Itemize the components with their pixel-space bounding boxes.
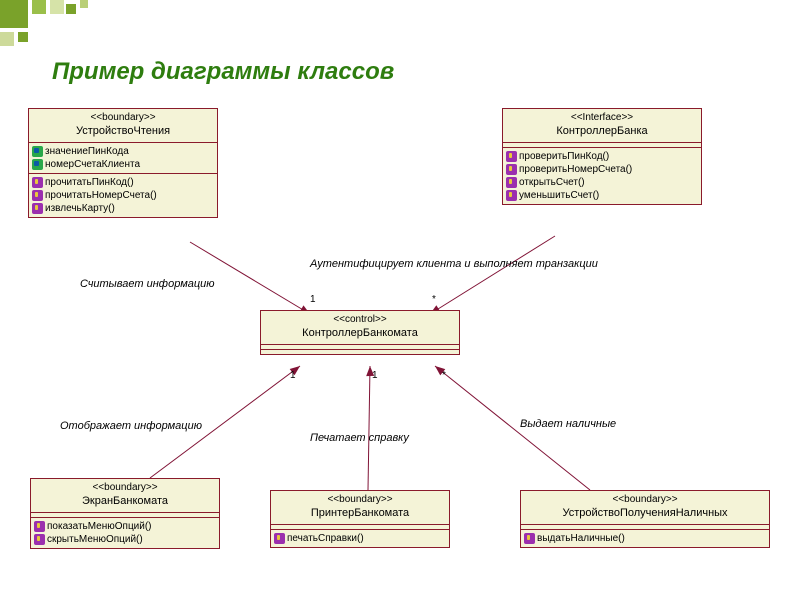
operation-row: выдатьНаличные() <box>524 532 766 545</box>
operation-row: открытьСчет() <box>506 176 698 189</box>
operation-label: проверитьПинКод() <box>519 151 609 162</box>
class-printer: <<boundary>>ПринтерБанкомата печатьСправк… <box>270 490 450 548</box>
operation-icon <box>506 190 517 201</box>
association-label: Печатает справку <box>310 432 409 444</box>
operation-row: прочитатьНомерСчета() <box>32 189 214 202</box>
decor-square <box>0 32 14 46</box>
association-label: Аутентифицирует клиента и выполняет тран… <box>310 258 598 270</box>
attribute-label: значениеПинКода <box>45 146 129 157</box>
operation-label: выдатьНаличные() <box>537 533 625 544</box>
stereotype-label: <<Interface>> <box>507 112 697 125</box>
class-reader: <<boundary>>УстройствоЧтениязначениеПинК… <box>28 108 218 218</box>
class-header: <<boundary>>ЭкранБанкомата <box>31 479 219 513</box>
association-label: Выдает наличные <box>520 418 616 430</box>
association-line <box>430 236 555 314</box>
operation-icon <box>32 203 43 214</box>
class-screen: <<boundary>>ЭкранБанкомата показатьМенюОп… <box>30 478 220 549</box>
operation-icon <box>506 177 517 188</box>
operation-icon <box>506 164 517 175</box>
stereotype-label: <<boundary>> <box>525 494 765 507</box>
class-name: УстройствоПолученияНаличных <box>525 507 765 521</box>
stereotype-label: <<boundary>> <box>33 112 213 125</box>
operation-label: уменьшитьСчет() <box>519 190 599 201</box>
decor-square <box>18 32 28 42</box>
operation-icon <box>274 533 285 544</box>
operation-row: прочитатьПинКод() <box>32 176 214 189</box>
operation-icon <box>524 533 535 544</box>
operations-section: проверитьПинКод() проверитьНомерСчета() от… <box>503 148 701 204</box>
operations-section: печатьСправки() <box>271 530 449 547</box>
attribute-icon <box>32 146 43 157</box>
operation-label: прочитатьНомерСчета() <box>45 190 157 201</box>
operation-label: проверитьНомерСчета() <box>519 164 632 175</box>
multiplicity-label: * <box>432 294 436 305</box>
operation-label: извлечьКарту() <box>45 203 115 214</box>
class-header: <<boundary>>УстройствоЧтения <box>29 109 217 143</box>
operation-row: скрытьМенюОпций() <box>34 533 216 546</box>
association-line <box>368 366 370 490</box>
class-header: <<control>>КонтроллерБанкомата <box>261 311 459 345</box>
operation-label: скрытьМенюОпций() <box>47 534 143 545</box>
decor-square <box>50 0 64 14</box>
association-label: Отображает информацию <box>60 420 202 432</box>
operation-row: показатьМенюОпций() <box>34 520 216 533</box>
attribute-icon <box>32 159 43 170</box>
decor-square <box>66 4 76 14</box>
attribute-row: номерСчетаКлиента <box>32 158 214 171</box>
class-name: КонтроллерБанкомата <box>265 327 455 341</box>
multiplicity-label: * <box>442 370 446 381</box>
class-header: <<Interface>>КонтроллерБанка <box>503 109 701 143</box>
operation-row: проверитьНомерСчета() <box>506 163 698 176</box>
multiplicity-label: 1 <box>310 294 316 305</box>
operation-icon <box>34 534 45 545</box>
page-title: Пример диаграммы классов <box>52 58 394 86</box>
operation-label: печатьСправки() <box>287 533 364 544</box>
operation-icon <box>506 151 517 162</box>
multiplicity-label: 1 <box>290 370 296 381</box>
operation-row: извлечьКарту() <box>32 202 214 215</box>
operations-section <box>261 350 459 354</box>
operation-row: печатьСправки() <box>274 532 446 545</box>
class-name: КонтроллерБанка <box>507 125 697 139</box>
class-name: УстройствоЧтения <box>33 125 213 139</box>
operation-icon <box>32 177 43 188</box>
attributes-section: значениеПинКода номерСчетаКлиента <box>29 143 217 174</box>
operation-icon <box>32 190 43 201</box>
operation-row: проверитьПинКод() <box>506 150 698 163</box>
attribute-label: номерСчетаКлиента <box>45 159 140 170</box>
association-label: Считывает информацию <box>80 278 215 290</box>
operations-section: показатьМенюОпций() скрытьМенюОпций() <box>31 518 219 548</box>
operation-label: прочитатьПинКод() <box>45 177 134 188</box>
decor-square <box>80 0 88 8</box>
operation-row: уменьшитьСчет() <box>506 189 698 202</box>
class-cash: <<boundary>>УстройствоПолученияНаличных в… <box>520 490 770 548</box>
operation-label: показатьМенюОпций() <box>47 521 152 532</box>
stereotype-label: <<control>> <box>265 314 455 327</box>
stereotype-label: <<boundary>> <box>35 482 215 495</box>
operations-section: прочитатьПинКод() прочитатьНомерСчета() из… <box>29 174 217 217</box>
operation-icon <box>34 521 45 532</box>
multiplicity-label: 1 <box>372 370 378 381</box>
class-bank: <<Interface>>КонтроллерБанка проверитьПин… <box>502 108 702 205</box>
operation-label: открытьСчет() <box>519 177 585 188</box>
operations-section: выдатьНаличные() <box>521 530 769 547</box>
class-ctrl: <<control>>КонтроллерБанкомата <box>260 310 460 355</box>
class-name: ПринтерБанкомата <box>275 507 445 521</box>
decor-square <box>32 0 46 14</box>
attribute-row: значениеПинКода <box>32 145 214 158</box>
class-name: ЭкранБанкомата <box>35 495 215 509</box>
decor-square <box>0 0 28 28</box>
stereotype-label: <<boundary>> <box>275 494 445 507</box>
class-header: <<boundary>>ПринтерБанкомата <box>271 491 449 525</box>
class-header: <<boundary>>УстройствоПолученияНаличных <box>521 491 769 525</box>
